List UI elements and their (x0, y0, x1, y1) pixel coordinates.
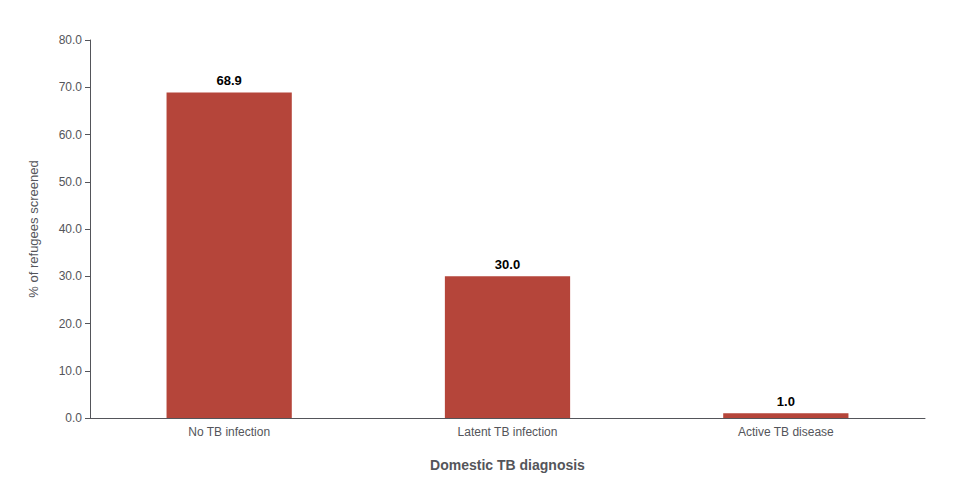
svg-text:0.0: 0.0 (65, 411, 82, 425)
svg-text:1.0: 1.0 (777, 394, 795, 409)
svg-text:% of refugees screened: % of refugees screened (26, 160, 41, 297)
svg-text:68.9: 68.9 (217, 73, 242, 88)
svg-text:40.0: 40.0 (59, 222, 83, 236)
svg-text:60.0: 60.0 (59, 128, 83, 142)
svg-text:10.0: 10.0 (59, 364, 83, 378)
svg-text:70.0: 70.0 (59, 80, 83, 94)
svg-text:Active TB disease: Active TB disease (738, 425, 834, 439)
svg-text:No TB infection: No TB infection (188, 425, 270, 439)
svg-text:Latent TB infection: Latent TB infection (458, 425, 558, 439)
svg-text:50.0: 50.0 (59, 175, 83, 189)
svg-text:80.0: 80.0 (59, 33, 83, 47)
svg-text:Domestic TB diagnosis: Domestic TB diagnosis (430, 457, 585, 473)
svg-text:20.0: 20.0 (59, 317, 83, 331)
svg-text:30.0: 30.0 (59, 269, 83, 283)
svg-text:30.0: 30.0 (495, 257, 520, 272)
